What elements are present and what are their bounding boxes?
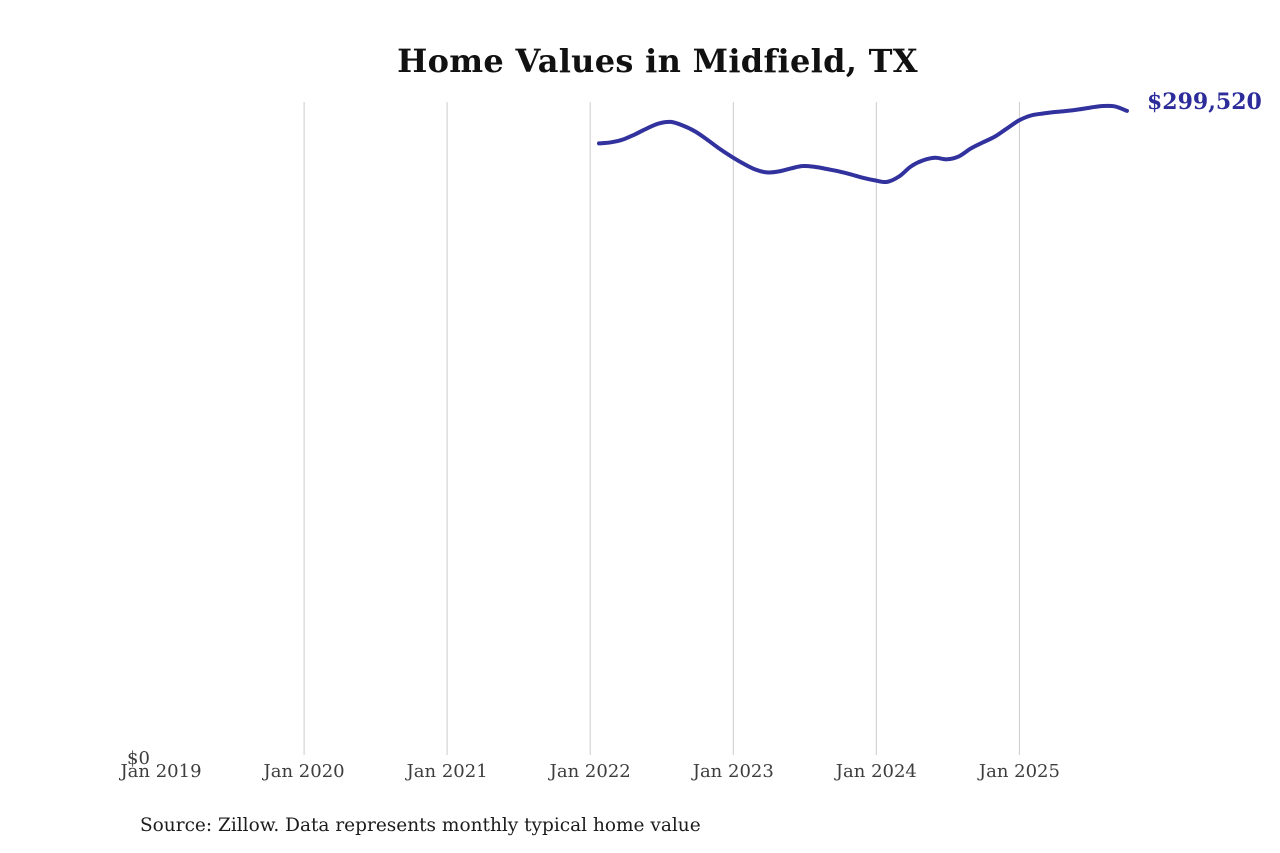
x-tick-label: Jan 2023: [692, 761, 774, 782]
end-value-label: $299,520: [1147, 89, 1262, 115]
x-tick-label: Jan 2024: [835, 761, 917, 782]
source-note: Source: Zillow. Data represents monthly …: [140, 815, 701, 836]
x-tick-label: Jan 2025: [978, 761, 1060, 782]
x-tick-label: Jan 2020: [263, 761, 345, 782]
x-tick-label: Jan 2019: [120, 761, 202, 782]
gridlines: [303, 102, 1020, 755]
home-value-line: [597, 103, 1129, 185]
x-tick-label: Jan 2021: [406, 761, 488, 782]
page-title: Home Values in Midfield, TX: [397, 42, 918, 80]
x-axis: Jan 2019 Jan 2020 Jan 2021 Jan 2022 Jan 2023…: [0, 761, 1280, 787]
x-tick-label: Jan 2022: [549, 761, 631, 782]
y-axis-zero-label: $0: [127, 748, 150, 769]
